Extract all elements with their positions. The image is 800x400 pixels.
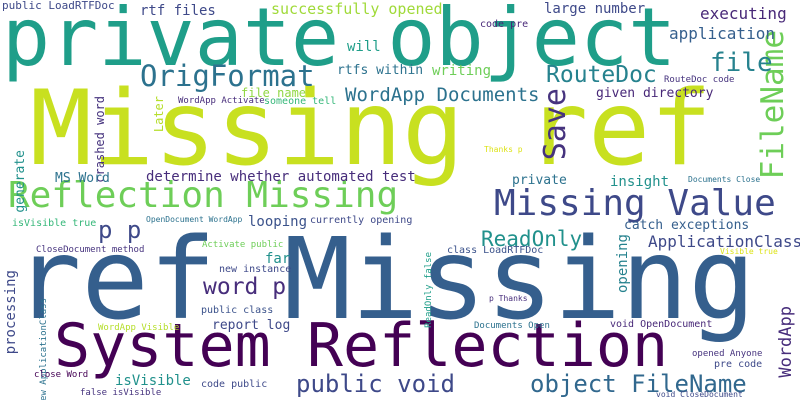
word-wordapp-visible: WordApp Visible	[98, 323, 180, 333]
word-routedoc: RouteDoc	[546, 62, 657, 88]
word-looping: looping	[248, 214, 308, 230]
word-private-object: private object	[2, 0, 677, 84]
word-activate-public: Activate public	[202, 240, 284, 250]
word-void-opendocument: void OpenDocument	[610, 319, 713, 330]
word-code-public: code public	[201, 379, 268, 390]
word-false-isvisible: false isVisible	[80, 388, 162, 398]
word-rtfs-within: rtfs within	[337, 63, 424, 78]
word-wordapp-activate: WordApp Activate	[178, 96, 265, 106]
word-catch-exceptions: catch exceptions	[624, 218, 750, 233]
word-later: Later	[152, 96, 166, 133]
word-currently-opening: currently opening	[310, 215, 413, 226]
word-processing: processing	[3, 270, 19, 355]
word-word-p: word p	[203, 274, 287, 300]
word-opened-anyone: opened Anyone	[692, 349, 763, 359]
word-missing-value: Missing Value	[494, 183, 776, 224]
word-p-p: p p	[98, 216, 142, 244]
word-application: application	[669, 24, 775, 43]
word-visible-true: Visible true	[720, 247, 778, 256]
word-void-closedocument: void CloseDocument	[656, 390, 743, 399]
word-missing-ref: Missing ref	[30, 69, 713, 189]
word-code-pre: code pre	[480, 19, 529, 30]
word-documents-close: Documents Close	[688, 175, 761, 184]
word-p-thanks: p Thanks	[489, 294, 528, 303]
word-rtf-files: rtf files	[140, 3, 216, 19]
word-file-name: file name	[241, 86, 307, 100]
word-successfully-opened: successfully opened	[271, 0, 443, 18]
word-isvisible-true: isVisible true	[12, 218, 97, 229]
word-applicationclass: ApplicationClass	[648, 232, 800, 251]
word-ref-missing: ref Missing	[14, 215, 756, 345]
word-public-void: public void	[296, 370, 455, 398]
word-wordapp: WordApp	[776, 306, 796, 378]
word-insight: insight	[610, 174, 670, 190]
word-file: file	[710, 48, 773, 78]
word-system-reflection: System Reflection	[54, 311, 669, 381]
word-readonly-false: ReadOnly false	[424, 252, 434, 328]
word-given-directory: given directory	[596, 86, 714, 101]
word-reflection-missing: Reflection Missing	[8, 175, 399, 216]
word-determine-whether: determine whether automated test	[146, 169, 416, 185]
word-new-applicationclass: new ApplicationClass	[39, 298, 49, 400]
word-opening: opening	[615, 234, 631, 294]
word-class-loadrtfdoc: class LoadRTFDoc	[447, 245, 544, 256]
word-opendocument-wordapp: OpenDocument WordApp	[146, 215, 243, 224]
word-documents-open: Documents Open	[474, 321, 550, 331]
word-thanks-p: Thanks p	[484, 145, 523, 154]
word-object-filename: object FileName	[530, 370, 747, 398]
word-far: far	[265, 251, 291, 267]
word-origformat: OrigFormat	[140, 59, 315, 93]
word-close-word: close Word	[34, 370, 89, 380]
word-will: will	[347, 39, 381, 55]
word-new-instance: new instance	[219, 264, 292, 275]
word-public-loadrtfdoc: public LoadRTFDoc	[2, 0, 115, 12]
word-private: private	[512, 173, 567, 188]
word-someone-tell: someone tell	[264, 96, 337, 107]
word-public-class: public class	[201, 305, 274, 316]
word-routedoc-code: RouteDoc code	[664, 75, 735, 85]
word-readonly: ReadOnly	[481, 227, 583, 251]
word-closedocument-method: CloseDocument method	[36, 245, 145, 255]
word-generate: generate	[13, 150, 28, 213]
word-crashed-word: crashed word	[93, 96, 107, 183]
word-wordapp-documents: WordApp Documents	[345, 84, 540, 106]
word-pre-code: pre code	[714, 359, 763, 370]
word-report-log: report log	[212, 318, 291, 333]
word-isvisible: isVisible	[115, 373, 191, 389]
word-writing: writing	[432, 63, 492, 79]
word-large-number: large number	[544, 1, 646, 17]
word-executing: executing	[700, 4, 787, 23]
word-ms-word: MS Word	[55, 171, 110, 186]
word-save: Save	[538, 88, 573, 161]
